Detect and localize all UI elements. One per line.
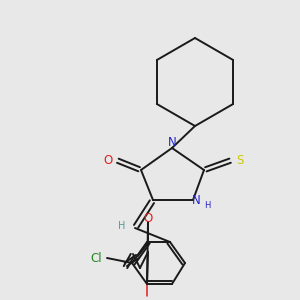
- Text: Cl: Cl: [90, 251, 102, 265]
- Text: O: O: [143, 212, 153, 224]
- Text: N: N: [168, 136, 176, 149]
- Text: O: O: [103, 154, 112, 166]
- Text: S: S: [236, 154, 244, 166]
- Text: H: H: [118, 221, 126, 231]
- Text: N: N: [192, 194, 200, 206]
- Text: H: H: [204, 202, 210, 211]
